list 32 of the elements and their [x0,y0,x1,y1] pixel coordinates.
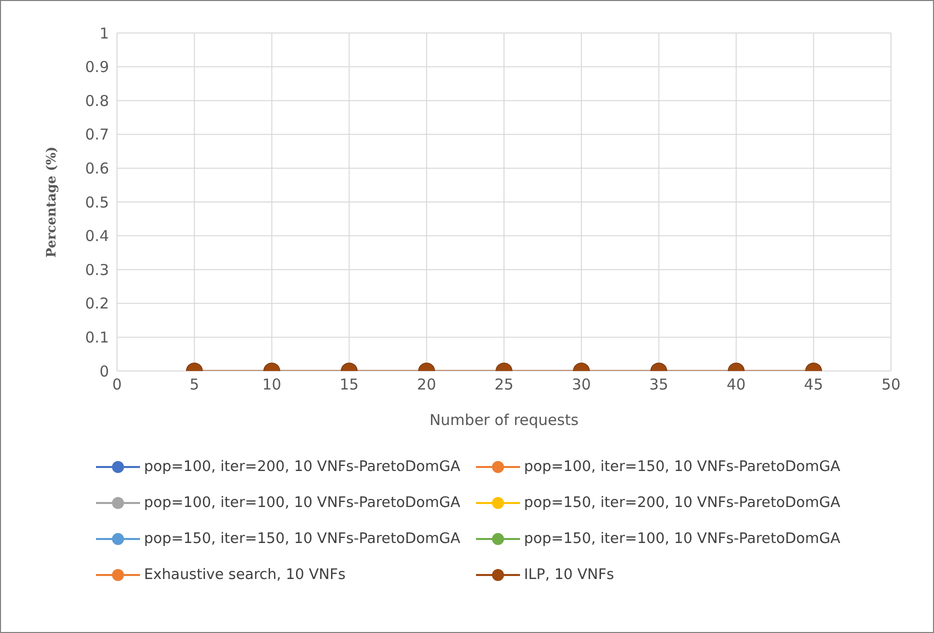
y-tick-label: 0.7 [85,126,109,144]
x-tick-label: 45 [804,376,824,394]
y-tick-label: 0.6 [85,160,109,178]
y-tick-label: 0.8 [85,92,109,110]
y-tick-label: 0.1 [85,328,109,347]
y-tick-label: 0.3 [85,260,109,279]
y-tick-label: 0.2 [85,294,109,313]
y-tick-label: 0.5 [85,193,109,212]
y-tick-label: 0 [99,362,109,380]
legend-label: pop=100, iter=150, 10 VNFs-ParetoDomGA [524,459,840,475]
y-axis-title: Percentage (%) [44,146,60,258]
x-tick-label: 50 [881,376,901,394]
x-tick-label: 0 [112,376,122,394]
legend-label: pop=150, iter=150, 10 VNFs-ParetoDomGA [144,531,460,547]
y-tick-label: 1 [99,24,109,42]
legend-label: Exhaustive search, 10 VNFs [144,567,346,583]
x-axis-title: Number of requests [429,411,579,429]
x-tick-label: 35 [649,376,668,394]
legend-label: pop=100, iter=200, 10 VNFs-ParetoDomGA [144,459,460,475]
x-tick-label: 30 [572,376,591,394]
legend-label: pop=150, iter=100, 10 VNFs-ParetoDomGA [524,531,840,547]
x-tick-label: 40 [726,376,746,394]
legend-label: pop=150, iter=200, 10 VNFs-ParetoDomGA [524,495,840,511]
x-tick-label: 20 [417,376,436,394]
y-tick-label: 0.9 [85,58,109,76]
x-tick-label: 25 [494,376,514,394]
y-tick-label: 0.4 [85,227,109,246]
x-tick-label: 5 [190,376,200,394]
x-tick-label: 15 [340,376,359,394]
x-tick-label: 10 [262,376,282,394]
legend-label: ILP, 10 VNFs [524,567,614,583]
legend-label: pop=100, iter=100, 10 VNFs-ParetoDomGA [144,495,460,511]
